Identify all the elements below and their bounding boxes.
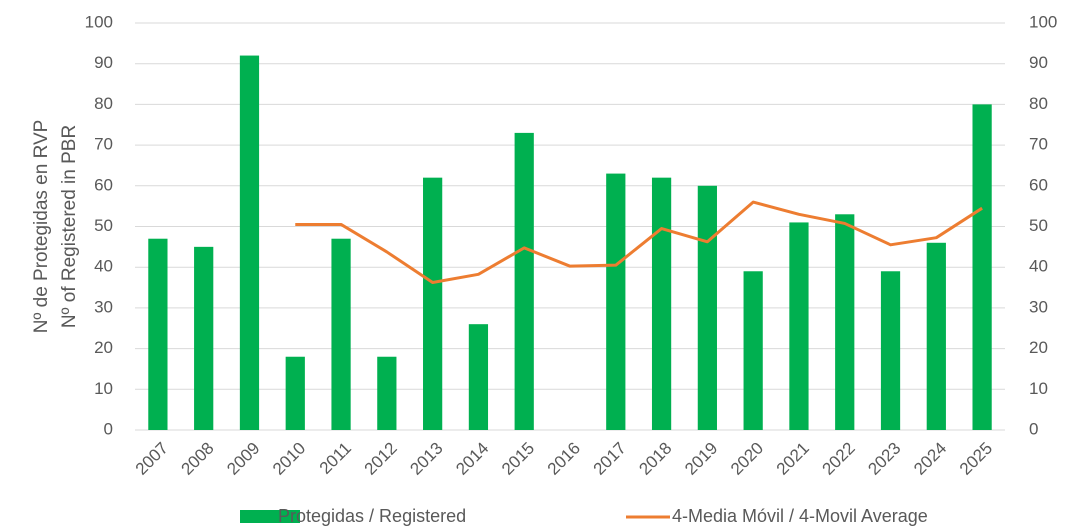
y2-tick-label: 90 (1029, 53, 1048, 72)
x-tick-label: 2016 (544, 439, 584, 479)
y-axis-title: Nº of Registered in PBR (59, 125, 80, 328)
x-tick-label: 2021 (773, 439, 813, 479)
bar (239, 55, 260, 431)
bar (606, 173, 626, 430)
x-tick-label: 2009 (223, 439, 263, 479)
y-tick-label: 70 (94, 135, 113, 154)
y-tick-label: 30 (94, 297, 113, 316)
y-axis-title: Nº de Protegidas en RVP (31, 120, 52, 334)
bar (468, 324, 489, 430)
x-tick-label: 2023 (864, 439, 904, 479)
bar (743, 271, 763, 430)
y-tick-label: 20 (94, 338, 113, 357)
bar (789, 222, 809, 430)
y-tick-label: 10 (94, 379, 113, 398)
y2-tick-label: 0 (1029, 419, 1038, 438)
x-tick-label: 2011 (316, 439, 355, 478)
x-tick-label: 2017 (590, 439, 630, 479)
y2-tick-label: 100 (1029, 12, 1057, 31)
bar (651, 177, 672, 430)
x-tick-label: 2018 (635, 439, 675, 479)
bar (285, 356, 305, 430)
bar (377, 356, 397, 430)
x-tick-label: 2014 (452, 439, 492, 479)
legend-swatch (240, 510, 300, 523)
bar (423, 177, 443, 430)
y2-tick-label: 30 (1029, 297, 1048, 316)
bar (835, 214, 855, 430)
bar (697, 185, 717, 430)
y-tick-label: 100 (85, 12, 113, 31)
y2-tick-label: 70 (1029, 135, 1048, 154)
x-tick-label: 2008 (178, 439, 218, 479)
legend-label: Protegidas / Registered (278, 506, 466, 526)
y-tick-label: 50 (94, 216, 113, 235)
y-tick-label: 90 (94, 53, 113, 72)
x-tick-label: 2013 (406, 439, 446, 479)
y2-tick-label: 80 (1029, 94, 1048, 113)
bar (331, 238, 351, 430)
bar (514, 132, 534, 430)
x-tick-label: 2022 (819, 439, 859, 479)
x-tick-label: 2020 (727, 439, 767, 479)
x-tick-label: 2010 (269, 439, 309, 479)
y2-tick-label: 50 (1029, 216, 1048, 235)
x-tick-label: 2025 (956, 439, 996, 479)
y2-tick-label: 40 (1029, 257, 1048, 276)
bar (194, 246, 214, 430)
y-tick-label: 80 (94, 94, 113, 113)
y-tick-label: 0 (104, 419, 113, 438)
y-tick-label: 40 (94, 257, 113, 276)
y-tick-label: 60 (94, 175, 113, 194)
y2-tick-label: 20 (1029, 338, 1048, 357)
x-tick-label: 2024 (910, 439, 950, 479)
x-tick-label: 2019 (681, 439, 721, 479)
y2-tick-label: 60 (1029, 175, 1048, 194)
bar (972, 104, 992, 431)
x-tick-label: 2007 (132, 439, 172, 479)
x-tick-label: 2015 (498, 439, 538, 479)
legend-label: 4-Media Móvil / 4-Movil Average (672, 506, 928, 526)
line (295, 200, 983, 284)
bar (148, 238, 168, 430)
x-tick-label: 2012 (361, 439, 401, 479)
y2-tick-label: 10 (1029, 379, 1048, 398)
bar (880, 271, 901, 430)
bar (926, 242, 946, 430)
